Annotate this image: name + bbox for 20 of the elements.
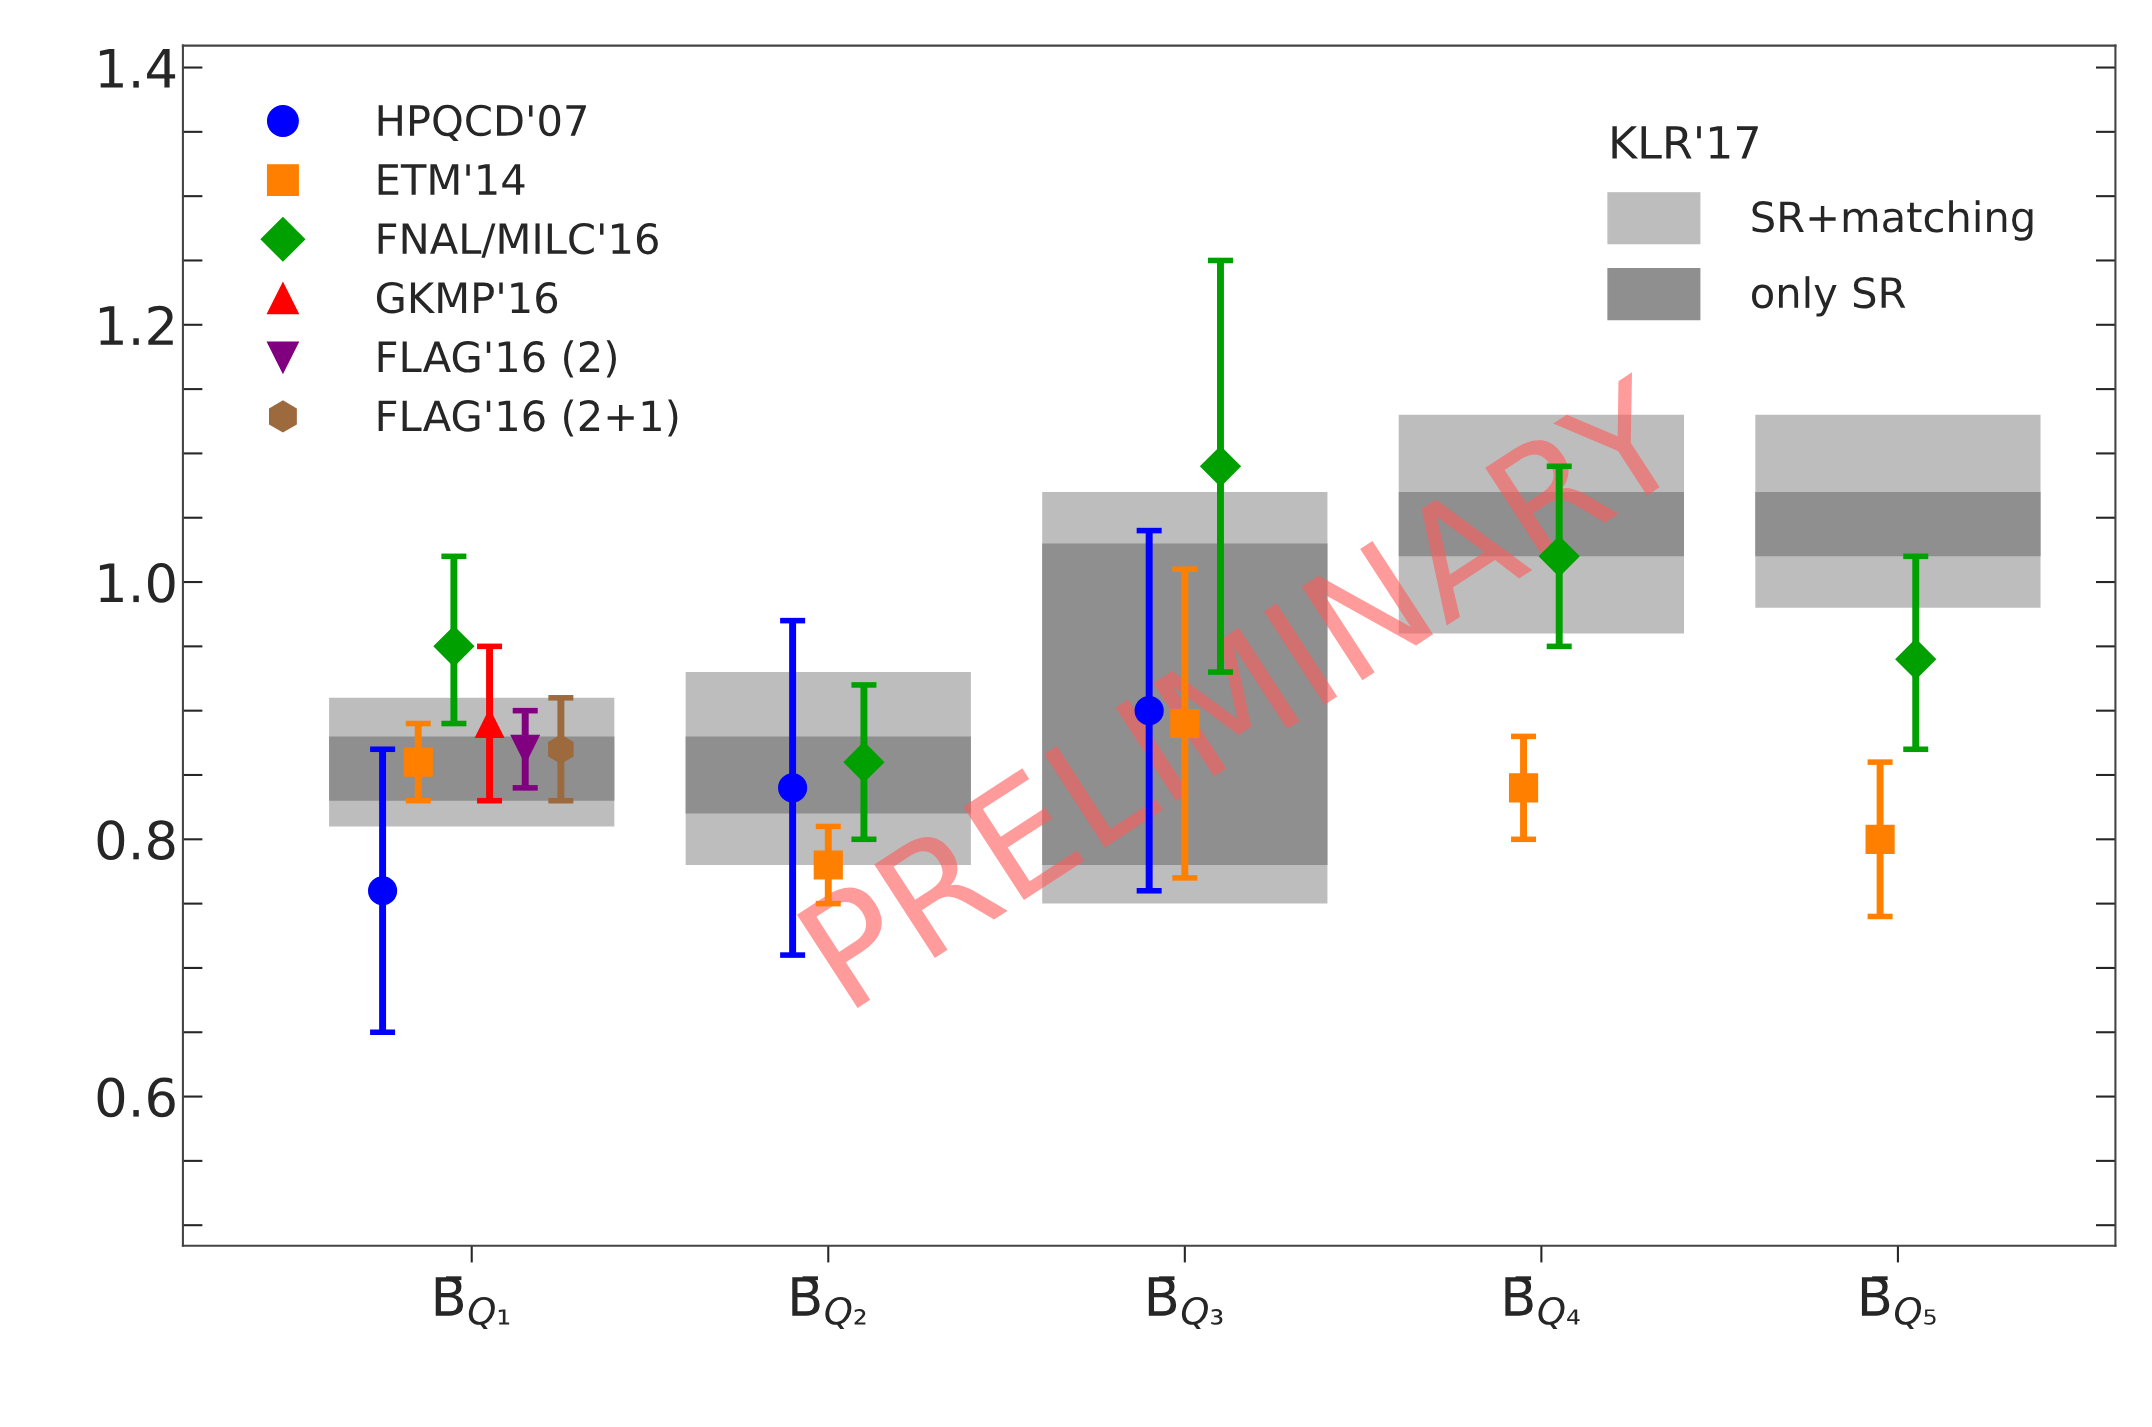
x-tick-label: B̄$_{Q₅}$ [1861,1276,1936,1330]
x-tick-label: B̄$_{Q₄}$ [1505,1276,1580,1330]
legend-label: only SR [1752,276,1906,317]
y-tick-label: 1.0 [99,562,175,603]
legend-label: SR+matching [1752,200,2033,241]
legend-label: GKMP'16 [376,281,558,314]
legend-label: HPQCD'07 [378,104,586,142]
legend-label: FNAL/MILC'16 [378,222,658,258]
legend-label: FLAG'16 (2) [378,340,616,378]
y-tick-label: 0.6 [97,1077,175,1118]
x-tick-label: B̄$_{Q₂}$ [792,1276,866,1330]
x-tick-label: B̄$_{Q₃}$ [1148,1276,1223,1330]
y-tick-label: 1.4 [99,49,176,88]
y-tick-label: 0.8 [97,820,175,861]
bar [1755,492,2041,557]
x-tick-label: B̄$_{Q₁}$ [435,1276,510,1330]
legend-title: KLR'17 [1612,126,1758,159]
legend-label: FLAG'16 (2+1) [378,399,678,437]
legend-label: ETM'14 [378,164,525,195]
y-tick-label: 1.2 [99,305,173,345]
